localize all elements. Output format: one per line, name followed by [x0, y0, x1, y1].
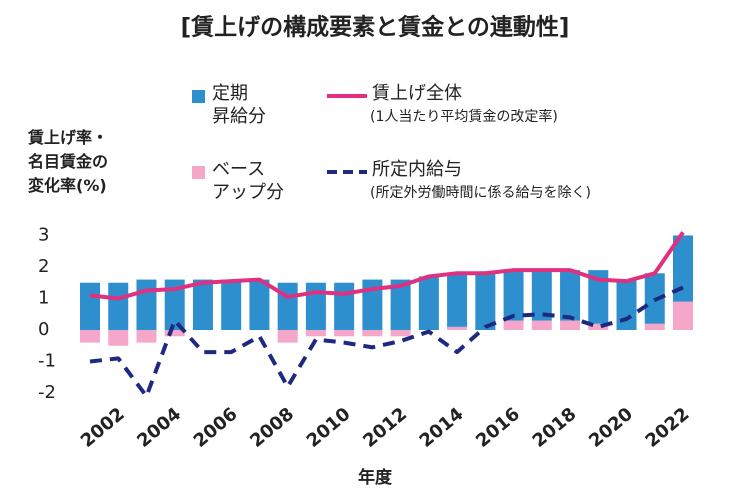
bar	[362, 330, 383, 337]
x-tick-label: 2006	[190, 404, 242, 452]
y-tick-label: 2	[38, 256, 49, 277]
y-tick-label: 3	[38, 224, 49, 245]
x-tick-label: 2020	[585, 404, 637, 452]
total-line	[89, 231, 685, 301]
y-tick-label: -2	[38, 382, 56, 403]
chart-title: [賃上げの構成要素と賃金との連動性]	[181, 14, 570, 41]
x-tick-label: 2022	[642, 404, 694, 452]
bar	[390, 330, 411, 337]
bar	[277, 330, 298, 343]
bar	[390, 279, 411, 331]
legend-label: 所定内給与	[372, 159, 462, 180]
legend-label: 定期 昇給分	[212, 83, 266, 128]
legend-note: (所定外労働時間に係る給与を除く)	[370, 185, 591, 201]
bar	[588, 323, 609, 331]
bar	[334, 282, 355, 331]
x-tick-label: 2004	[133, 404, 185, 452]
y-tick-label: 1	[38, 287, 49, 308]
bar	[616, 279, 637, 331]
y-axis-label: 賃上げ率・ 名目賃金の 変化率(%)	[28, 128, 109, 195]
bar	[644, 323, 665, 331]
x-tick-label: 2012	[359, 404, 411, 452]
legend-note: (1人当たり平均賃金の改定率)	[370, 109, 558, 125]
x-tick-label: 2018	[529, 404, 581, 452]
bar	[560, 320, 581, 331]
legend-swatch	[192, 90, 205, 103]
dashed-line	[89, 285, 684, 399]
bar	[136, 279, 157, 331]
bar	[305, 282, 326, 331]
bar	[164, 279, 185, 331]
bar	[136, 330, 157, 343]
bar	[221, 279, 242, 331]
bar	[503, 270, 524, 321]
bar	[503, 320, 524, 331]
bar	[334, 330, 355, 337]
x-tick-label: 2016	[472, 404, 524, 452]
bar	[531, 270, 552, 321]
bar	[588, 270, 609, 324]
bar	[164, 330, 185, 337]
x-tick-label: 2002	[77, 404, 129, 452]
x-tick-label: 2010	[303, 404, 355, 452]
bar	[277, 282, 298, 331]
x-axis-label: 年度	[358, 467, 393, 488]
bar	[673, 301, 693, 331]
legend-label: 賃上げ全体	[372, 83, 462, 104]
legend-swatch	[192, 166, 205, 179]
bar	[305, 330, 326, 337]
bar	[108, 330, 129, 346]
bar	[108, 282, 129, 331]
legend-label: ベース アップ分	[212, 159, 284, 204]
x-tick-label: 2008	[246, 404, 298, 452]
bar	[80, 282, 100, 331]
bar	[673, 235, 693, 302]
bar	[560, 270, 581, 321]
y-tick-label: 0	[38, 319, 49, 340]
y-tick-label: -1	[38, 351, 56, 372]
bar	[418, 276, 439, 331]
bar	[80, 330, 100, 343]
bar	[249, 279, 270, 331]
bar	[447, 273, 468, 327]
bar	[475, 273, 496, 331]
bar	[362, 279, 383, 331]
bar	[531, 320, 552, 331]
bar	[447, 326, 468, 331]
bar	[192, 279, 213, 331]
x-tick-label: 2014	[416, 404, 468, 452]
